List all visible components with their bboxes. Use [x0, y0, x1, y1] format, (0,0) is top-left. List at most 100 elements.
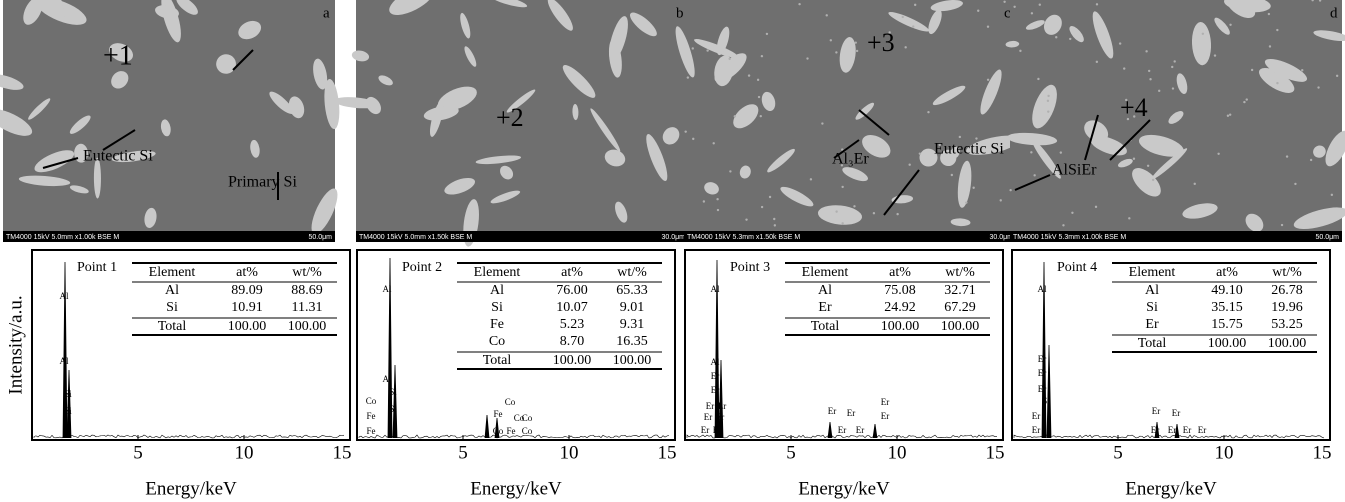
peak-label: Fe — [507, 426, 516, 436]
eutectic-dot — [728, 57, 731, 61]
eutectic-dot — [825, 14, 828, 17]
peak-label: Er — [701, 425, 710, 435]
peak-label: Fe — [367, 411, 376, 421]
si-particle — [144, 207, 157, 228]
si-particle — [111, 71, 129, 89]
eutectic-dot — [757, 95, 761, 99]
si-particle — [500, 165, 514, 180]
annotation: +2 — [496, 103, 524, 132]
x-axis-label: Energy/keV — [145, 478, 237, 499]
sem-footer: TM4000 15kV 5.3mm x1.00k BSE M — [1013, 234, 1126, 241]
table-cell: 5.23 — [560, 317, 585, 332]
table-cell: Er — [1145, 317, 1159, 332]
x-axis-label: Energy/keV — [1125, 478, 1217, 499]
table-total: 100.00 — [1208, 336, 1247, 351]
x-tick-label: 15 — [658, 442, 677, 463]
si-particle — [980, 69, 1002, 115]
si-particle — [475, 155, 522, 165]
point-label: Point 3 — [730, 260, 770, 275]
sem-image: TM4000 15kV 5.3mm x1.50k BSE M 30.0μm c +3 E… — [675, 0, 1020, 242]
eutectic-dot — [1069, 37, 1072, 41]
table-cell: 53.25 — [1271, 317, 1303, 332]
annotation: +3 — [867, 28, 895, 57]
eutectic-dot — [1145, 50, 1148, 53]
x-tick-label: 15 — [1313, 442, 1332, 463]
eutectic-dot — [1217, 152, 1220, 156]
table-header: Element — [474, 265, 521, 280]
peak-label: Al — [383, 284, 392, 294]
eutectic-dot — [853, 205, 856, 208]
eutectic-dot — [716, 198, 719, 201]
si-particle — [761, 91, 776, 112]
table-cell: Si — [1146, 300, 1158, 315]
table-total: 100.00 — [553, 353, 592, 368]
peak-label: Si — [389, 387, 397, 397]
si-particle — [716, 26, 730, 56]
sem-footer-bar — [356, 231, 688, 242]
si-particle — [704, 182, 719, 195]
eutectic-dot — [841, 148, 844, 151]
si-particle — [950, 218, 971, 227]
peak-label: Er — [881, 397, 890, 407]
si-particle — [739, 165, 751, 179]
eutectic-dot — [1146, 164, 1150, 167]
arrow — [1014, 174, 1051, 191]
eutectic-dot — [747, 74, 751, 77]
eutectic-dot — [1019, 49, 1022, 53]
eutectic-dot — [1125, 98, 1128, 102]
table-cell: 10.91 — [231, 300, 263, 315]
eutectic-dot — [908, 163, 911, 166]
eutectic-dot — [733, 115, 737, 118]
eutectic-dot — [745, 218, 748, 221]
annotation: Eutectic Si — [83, 148, 153, 165]
annotation: +1 — [103, 40, 133, 71]
si-particle — [1090, 135, 1127, 156]
peak-label: Co — [493, 426, 504, 436]
si-particle — [1032, 139, 1061, 179]
x-tick-label: 10 — [235, 442, 254, 463]
si-particle — [1259, 67, 1295, 93]
si-particle — [1214, 17, 1230, 35]
table-header: at% — [236, 265, 258, 280]
si-particle — [93, 157, 101, 199]
peak-label: Co — [514, 413, 525, 423]
eutectic-dot — [1128, 217, 1131, 220]
eutectic-dot — [1123, 67, 1126, 70]
si-particle — [23, 0, 43, 25]
si-particle — [930, 0, 963, 12]
si-particle — [0, 109, 33, 136]
si-particle — [547, 0, 573, 31]
eutectic-dot — [965, 201, 968, 204]
table-header: wt/% — [1272, 265, 1302, 280]
table-header: at% — [1216, 265, 1238, 280]
annotation: AlSiEr — [1052, 162, 1097, 179]
eutectic-dot — [912, 25, 915, 28]
eutectic-dot — [1003, 0, 1006, 3]
eutectic-dot — [1311, 0, 1314, 2]
point-label: Point 2 — [402, 260, 442, 275]
sem-image: TM4000 15kV 5.0mm x1.50k BSE M 30.0μm b +2 — [334, 0, 688, 247]
eutectic-dot — [841, 185, 844, 189]
si-particle — [919, 148, 938, 167]
sem-background — [356, 0, 688, 242]
table-header: wt/% — [617, 265, 647, 280]
si-particle — [862, 135, 891, 158]
eutectic-dot — [986, 78, 990, 81]
eutectic-dot — [1033, 174, 1036, 177]
spectrum-peak — [387, 257, 393, 439]
eutectic-dot — [1201, 32, 1205, 35]
eutectic-dot — [1118, 42, 1122, 45]
si-particle — [928, 9, 942, 35]
si-particle — [378, 75, 393, 86]
table-cell: 75.08 — [884, 283, 916, 298]
si-particle — [1006, 132, 1058, 146]
eutectic-dot — [1009, 188, 1012, 192]
eutectic-dot — [1013, 5, 1016, 8]
eutectic-dot — [829, 39, 833, 42]
eutectic-dot — [759, 114, 762, 118]
eutectic-dot — [958, 135, 962, 139]
si-particle — [932, 85, 966, 106]
sem-footer-bar — [684, 231, 1016, 242]
si-particle — [1151, 148, 1188, 180]
